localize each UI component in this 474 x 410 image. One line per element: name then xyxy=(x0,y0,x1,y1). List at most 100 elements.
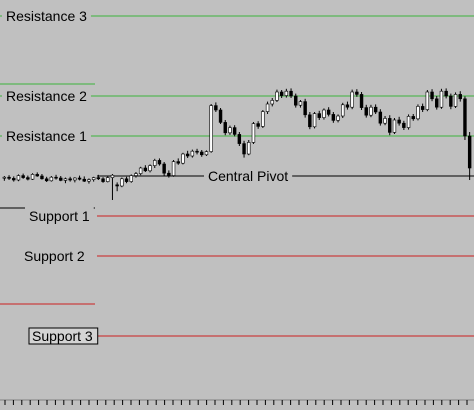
candle xyxy=(388,115,392,136)
candle-body xyxy=(190,150,195,157)
label-background xyxy=(204,167,293,184)
candle-body xyxy=(35,174,39,177)
candle xyxy=(331,112,336,123)
candle xyxy=(392,118,397,134)
level-label-text: Resistance 3 xyxy=(6,8,87,24)
candle xyxy=(157,158,162,166)
candle-body xyxy=(228,127,232,134)
candle xyxy=(378,109,383,126)
candle xyxy=(167,170,171,178)
candle xyxy=(303,98,307,118)
pivot-level-labels: Resistance 3 Resistance 2 Resistance 1 Cent… xyxy=(2,7,293,345)
level-label-text: Support 3 xyxy=(32,328,93,344)
support-3-label: Support 3 xyxy=(28,327,99,345)
candle xyxy=(40,174,44,180)
candle xyxy=(44,176,49,182)
candle-body xyxy=(68,178,72,181)
candle xyxy=(21,173,25,179)
candle-body xyxy=(392,119,397,133)
candle-body xyxy=(106,177,110,182)
label-background xyxy=(28,327,99,345)
candle-body xyxy=(73,177,77,181)
candle-body xyxy=(237,134,242,144)
candle xyxy=(148,164,152,173)
candle xyxy=(430,89,434,102)
candle xyxy=(59,176,63,182)
candle-body xyxy=(453,94,458,107)
candle xyxy=(82,176,86,182)
candle xyxy=(68,176,72,182)
candle xyxy=(270,98,274,107)
candle xyxy=(416,104,420,121)
candle-body xyxy=(82,178,86,182)
candle-body xyxy=(2,176,7,179)
candle xyxy=(124,176,129,184)
candle xyxy=(171,160,176,177)
candle-body xyxy=(345,104,350,108)
support-1-label: Support 1 xyxy=(25,207,94,224)
candle-body xyxy=(143,167,148,172)
candle xyxy=(7,175,11,180)
label-background xyxy=(2,7,91,24)
candle-body xyxy=(467,135,472,169)
candle-body xyxy=(284,90,289,96)
candle xyxy=(200,150,204,157)
candle-body xyxy=(420,106,425,110)
candle xyxy=(463,96,467,140)
central-pivot-label: Central Pivot xyxy=(204,167,293,184)
candle-body xyxy=(251,123,256,143)
candle xyxy=(322,108,326,120)
level-label-text: Central Pivot xyxy=(208,168,288,184)
candle-body xyxy=(115,184,119,187)
candle-body xyxy=(7,176,11,179)
candle-body xyxy=(265,103,270,112)
candle xyxy=(242,140,246,158)
candle-body xyxy=(383,118,387,124)
candle-body xyxy=(157,160,162,165)
candle xyxy=(256,121,260,129)
candle-body xyxy=(49,176,54,182)
candle-body xyxy=(449,95,453,107)
candle-body xyxy=(317,113,321,118)
candle xyxy=(218,108,223,124)
label-background xyxy=(25,207,94,224)
candle xyxy=(265,101,270,114)
candle-body xyxy=(298,101,303,106)
candle xyxy=(261,110,265,128)
candle-body xyxy=(91,177,96,180)
candle-body xyxy=(124,178,129,182)
level-label-text: Resistance 2 xyxy=(6,88,87,104)
candle-body xyxy=(153,160,157,166)
candle-body xyxy=(256,123,260,127)
candle xyxy=(12,176,16,182)
candle-body xyxy=(294,95,298,106)
candle-body xyxy=(110,174,115,178)
candlestick-series xyxy=(2,88,472,200)
candle-body xyxy=(270,100,274,105)
candle-body xyxy=(430,91,434,100)
candle-body xyxy=(444,90,448,97)
candle xyxy=(284,88,289,98)
candle-body xyxy=(247,142,251,155)
candle-body xyxy=(204,151,209,156)
candle xyxy=(289,88,293,98)
candle-body xyxy=(350,91,354,108)
candle-body xyxy=(16,175,21,181)
candle xyxy=(87,178,91,184)
candle-body xyxy=(326,109,331,115)
candle xyxy=(176,158,180,165)
candle xyxy=(195,148,199,155)
candle xyxy=(91,176,96,182)
candle xyxy=(364,104,368,118)
candle-body xyxy=(30,174,35,180)
candle xyxy=(143,165,148,172)
candle-body xyxy=(54,176,58,179)
candle-body xyxy=(416,106,420,120)
candle-body xyxy=(289,90,293,97)
candle xyxy=(312,112,317,129)
candle xyxy=(355,89,359,97)
candle xyxy=(204,150,209,156)
label-background xyxy=(2,87,91,104)
